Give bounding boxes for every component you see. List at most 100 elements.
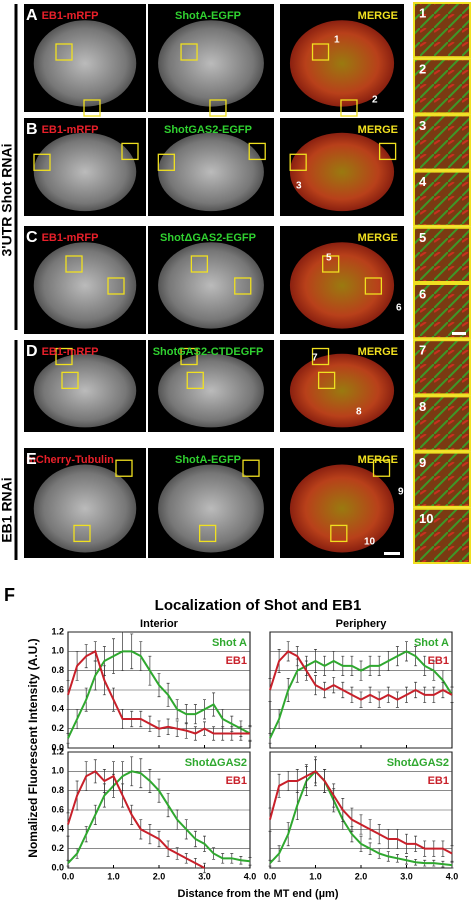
x-tick-label: 4.0 xyxy=(446,871,459,881)
series-line xyxy=(67,649,250,735)
roi-box xyxy=(372,459,391,477)
inset-number: 4 xyxy=(419,174,427,189)
y-tick-label: 1.2 xyxy=(51,626,64,636)
image-panels: EB1-mRFP ShotA-EGFP MERGE A 1 2 EB1-mRFP ShotGA… xyxy=(0,2,471,564)
roi-box xyxy=(248,142,266,161)
x-tick-label: 3.0 xyxy=(198,871,211,881)
legend-label: EB1 xyxy=(428,655,449,667)
roi-number: 5 xyxy=(326,253,332,264)
cell xyxy=(158,242,264,329)
inset xyxy=(413,395,471,452)
roi-number: 6 xyxy=(396,303,402,314)
roi-box xyxy=(209,99,227,117)
chart: 0.0 0.2 0.4 0.6 0.8 1.0 1.2 Interior Shot A EB1 xyxy=(51,618,252,752)
y-tick-label: 0.0 xyxy=(51,742,64,752)
x-tick-label: 1.0 xyxy=(309,871,322,881)
error-bar xyxy=(268,859,272,867)
inset xyxy=(413,283,471,340)
roi-box xyxy=(65,255,83,273)
inset xyxy=(413,58,471,115)
legend-label: ShotΔGAS2 xyxy=(387,757,449,769)
inset-number: 1 xyxy=(419,5,426,20)
channel-label: mCherry-Tubulin xyxy=(26,454,114,466)
chart-title: Localization of Shot and EB1 xyxy=(155,597,362,614)
channel-label: ShotGAS2-EGFP xyxy=(164,124,252,136)
roi-box xyxy=(234,277,252,295)
error-bar xyxy=(248,857,252,866)
inset-number: 7 xyxy=(419,343,426,358)
cell xyxy=(33,242,137,329)
roi-box xyxy=(190,255,209,273)
channel-label: MERGE xyxy=(358,346,398,358)
cell xyxy=(158,353,264,428)
roi-number: 1 xyxy=(334,35,340,46)
roi-box xyxy=(330,524,348,543)
channel-label: ShotA-EGFP xyxy=(175,454,241,466)
roi-box xyxy=(289,153,307,171)
roi-box xyxy=(180,347,198,366)
roi-box xyxy=(322,255,340,273)
x-tick-label: 2.0 xyxy=(355,871,368,881)
chart-subtitle: Interior xyxy=(140,618,179,630)
roi-box xyxy=(121,142,139,161)
roi-box xyxy=(180,43,198,61)
inset xyxy=(413,114,471,171)
legend-label: Shot A xyxy=(212,637,247,649)
cell xyxy=(33,20,137,107)
panel-letter: D xyxy=(26,343,38,360)
error-bar xyxy=(66,733,70,744)
side-label: EB1 RNAi xyxy=(0,477,15,542)
channel-label: MERGE xyxy=(358,10,398,22)
inset xyxy=(413,451,471,508)
legend-label: EB1 xyxy=(226,775,247,787)
channel-label: ShotΔGAS2-EGFP xyxy=(160,232,256,244)
cell xyxy=(289,464,395,553)
series-line xyxy=(67,650,251,739)
roi-number: 7 xyxy=(312,353,318,364)
y-tick-label: 1.2 xyxy=(51,746,64,756)
y-tick-label: 0.4 xyxy=(51,824,64,834)
side-label: 3'UTR Shot RNAi xyxy=(0,144,15,257)
y-tick-label: 0.2 xyxy=(51,723,64,733)
cell xyxy=(158,464,264,553)
legend-label: EB1 xyxy=(226,655,247,667)
x-tick-label: 2.0 xyxy=(153,871,166,881)
error-bar xyxy=(66,859,70,867)
roi-box xyxy=(317,371,336,390)
roi-box xyxy=(33,153,51,171)
cell xyxy=(33,132,137,212)
channel-label: ShotA-EGFP xyxy=(175,10,241,22)
roi-number: 3 xyxy=(296,181,302,192)
roi-number: 8 xyxy=(356,407,362,418)
error-bar xyxy=(268,807,272,832)
cell xyxy=(289,242,395,329)
roi-number: 10 xyxy=(364,537,376,548)
chart-panels: F Localization of Shot and EB1 Nomalized F… xyxy=(4,585,458,900)
roi-box xyxy=(115,459,133,477)
roi-box xyxy=(61,371,79,390)
inset-number: 8 xyxy=(419,399,426,414)
series-line xyxy=(269,770,453,855)
channel-label: MERGE xyxy=(358,124,398,136)
chart: Periphery Shot A EB1 xyxy=(268,618,454,749)
y-axis-label: Nomalized Fluorescent Intensity (A.U.) xyxy=(26,638,40,857)
panel-letter: F xyxy=(4,585,15,605)
roi-number: 9 xyxy=(398,487,404,498)
chart-subtitle: Periphery xyxy=(336,618,388,630)
roi-box xyxy=(364,277,383,295)
roi-box xyxy=(186,371,204,390)
legend-label: Shot A xyxy=(414,637,449,649)
inset-number: 6 xyxy=(419,286,426,301)
roi-box xyxy=(157,153,175,171)
y-tick-label: 1.0 xyxy=(51,766,64,776)
cell xyxy=(158,132,264,212)
cell xyxy=(289,132,395,212)
y-tick-label: 0.2 xyxy=(51,843,64,853)
x-tick-label: 1.0 xyxy=(107,871,120,881)
inset-number: 10 xyxy=(419,511,433,526)
x-tick-label: 0.0 xyxy=(264,871,277,881)
series-line xyxy=(269,650,453,739)
y-tick-label: 0.6 xyxy=(51,684,64,694)
cell xyxy=(33,353,137,428)
x-axis-label: Distance from the MT end (µm) xyxy=(178,888,339,900)
